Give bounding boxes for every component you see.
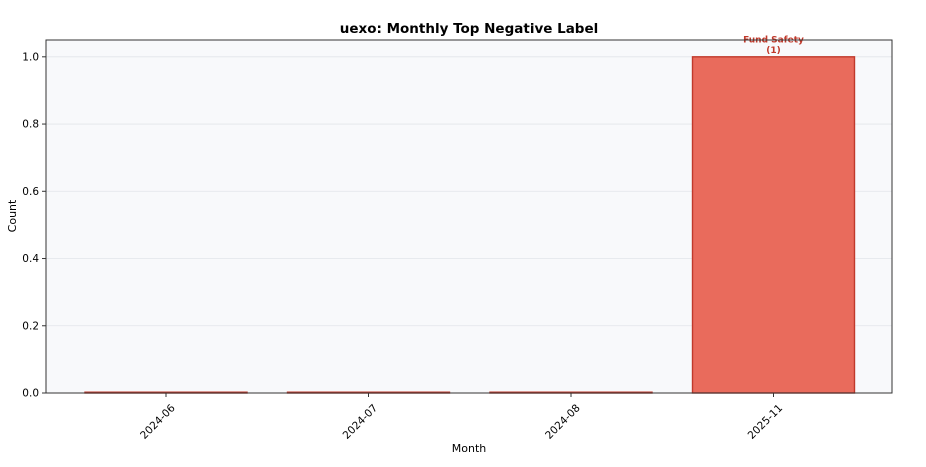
y-tick-label: 1.0 <box>22 51 39 63</box>
y-tick-label: 0.8 <box>22 119 39 131</box>
y-tick-label: 0.0 <box>22 388 39 400</box>
x-axis-ticks: 2024-06 2024-07 2024-08 2025-11 <box>138 393 785 442</box>
y-tick-label: 0.6 <box>22 186 39 198</box>
y-tick-label: 0.2 <box>22 320 39 332</box>
x-tick-label: 2024-06 <box>138 402 178 442</box>
bar-2025-11 <box>691 56 856 394</box>
y-axis-label: Count <box>6 199 19 232</box>
chart-title: uexo: Monthly Top Negative Label <box>340 21 599 37</box>
x-tick-label: 2025-11 <box>746 402 786 442</box>
y-tick-label: 0.4 <box>22 253 39 265</box>
y-axis-ticks: 0.0 0.2 0.4 0.6 0.8 1.0 <box>22 51 46 400</box>
plot-frame <box>45 39 893 394</box>
x-tick-label: 2024-07 <box>341 402 381 442</box>
x-axis-label: Month <box>452 442 487 455</box>
x-tick-label: 2024-08 <box>543 402 583 442</box>
